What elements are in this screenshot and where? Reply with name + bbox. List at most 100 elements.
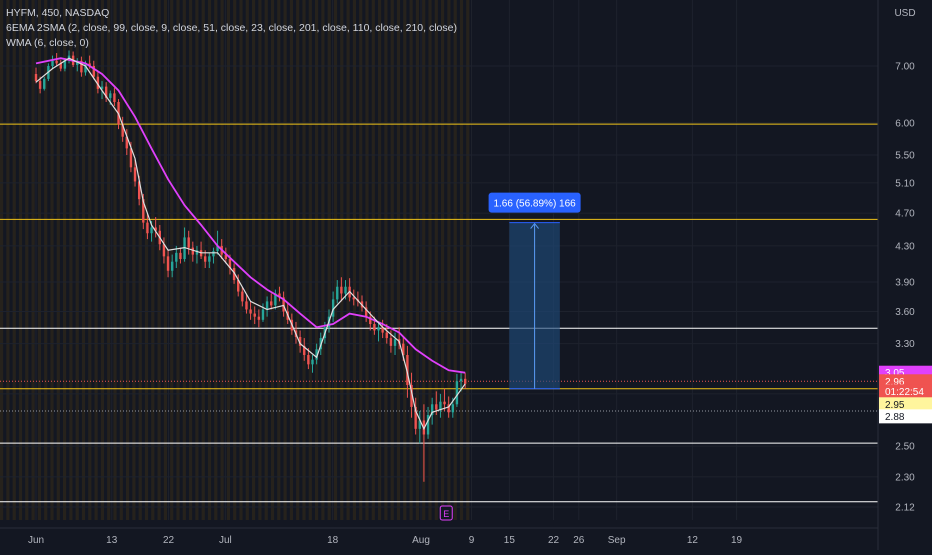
earnings-marker[interactable]: [439, 505, 453, 521]
candle-body: [224, 254, 228, 260]
x-tick-label: Aug: [412, 535, 430, 546]
wma-line: [35, 57, 466, 431]
session-shade: [308, 0, 312, 520]
candle-body: [435, 404, 438, 410]
y-tick-label: 2.12: [895, 503, 915, 514]
x-tick-label: 15: [504, 535, 516, 546]
candle-body: [63, 59, 67, 69]
session-shade: [327, 0, 331, 520]
ema-legend[interactable]: 6EMA 2SMA (2, close, 99, close, 9, close…: [6, 22, 457, 34]
x-tick-label: 22: [548, 535, 560, 546]
session-shade: [239, 0, 243, 520]
measure-label-bg[interactable]: [488, 192, 581, 213]
ema-line: [35, 57, 466, 374]
y-tick-label: 6.00: [895, 118, 915, 129]
candle-body: [113, 93, 116, 102]
candle-body: [84, 63, 87, 73]
candle-body: [385, 332, 388, 339]
price-axis-tag[interactable]: [879, 397, 932, 412]
candle-body: [125, 136, 128, 149]
price-axis-tag-label: 2.95: [885, 400, 905, 411]
session-shade: [163, 0, 167, 520]
candle-body: [245, 301, 248, 310]
y-tick-label: 2.50: [895, 442, 915, 453]
session-shade: [277, 0, 281, 520]
candle-body: [414, 406, 417, 429]
session-shade: [37, 0, 41, 520]
session-shade: [56, 0, 60, 520]
candle-body: [80, 60, 83, 73]
session-shade: [258, 0, 262, 520]
session-shade: [132, 0, 136, 520]
session-shade: [25, 0, 29, 520]
candle-body: [104, 86, 108, 98]
candle-body: [257, 316, 261, 320]
candle-body: [249, 309, 252, 314]
candle-body: [340, 286, 343, 294]
session-shade: [346, 0, 350, 520]
candle-body: [439, 401, 442, 410]
candle-body: [129, 148, 133, 168]
candle-body: [336, 286, 339, 300]
x-tick-label: Jul: [219, 535, 232, 546]
session-shade: [100, 0, 104, 520]
symbol-legend[interactable]: HYFM, 450, NASDAQ: [6, 7, 110, 19]
session-shade: [189, 0, 193, 520]
candle-body: [162, 244, 166, 257]
y-tick-label: 5.50: [895, 151, 915, 162]
session-shade: [88, 0, 92, 520]
candle-body: [459, 378, 463, 382]
candle-body: [298, 336, 302, 346]
session-shade: [107, 0, 111, 520]
price-axis-bg: [878, 0, 932, 550]
session-shade: [302, 0, 306, 520]
candle-body: [389, 338, 393, 346]
session-shade: [12, 0, 16, 520]
candle-body: [278, 293, 281, 298]
wma-legend[interactable]: WMA (6, close, 0): [6, 37, 89, 49]
price-axis-tag-label: 2.88: [885, 412, 905, 423]
session-shade: [428, 0, 432, 520]
price-axis-tag[interactable]: [879, 384, 932, 399]
candle-body: [208, 256, 211, 262]
session-shade: [151, 0, 155, 520]
candle-body: [406, 354, 409, 386]
candle-body: [352, 297, 355, 300]
session-shade: [453, 0, 457, 520]
session-shade: [214, 0, 218, 520]
y-tick-label: 3.60: [895, 307, 915, 318]
candle-body: [203, 256, 207, 262]
session-shade: [283, 0, 287, 520]
candle-body: [228, 259, 232, 269]
x-tick-label: Jun: [28, 535, 44, 546]
session-shade: [447, 0, 451, 520]
session-shade: [333, 0, 338, 520]
candle-body: [166, 256, 170, 271]
price-axis-tag-label: 2.96: [885, 377, 905, 388]
session-shade: [63, 0, 67, 520]
session-shade: [44, 0, 48, 520]
candle-body: [463, 378, 467, 384]
session-shade: [270, 0, 275, 520]
price-axis-tag-label: 3.05: [885, 368, 905, 379]
session-shade: [365, 0, 369, 520]
session-shade: [434, 0, 438, 520]
candle-body: [179, 252, 182, 260]
session-shade: [201, 0, 205, 520]
session-shade: [264, 0, 268, 520]
price-axis-tag[interactable]: [879, 409, 932, 424]
candle-body: [121, 124, 124, 137]
candle-body: [109, 93, 112, 98]
candle-body: [410, 385, 413, 407]
session-shade: [466, 0, 470, 520]
candle-body: [274, 293, 277, 306]
candle-body: [154, 227, 157, 231]
session-shade: [176, 0, 180, 520]
candle-body: [142, 199, 145, 223]
session-shade: [126, 0, 130, 520]
candle-body: [34, 73, 38, 82]
candle-body: [402, 343, 405, 355]
